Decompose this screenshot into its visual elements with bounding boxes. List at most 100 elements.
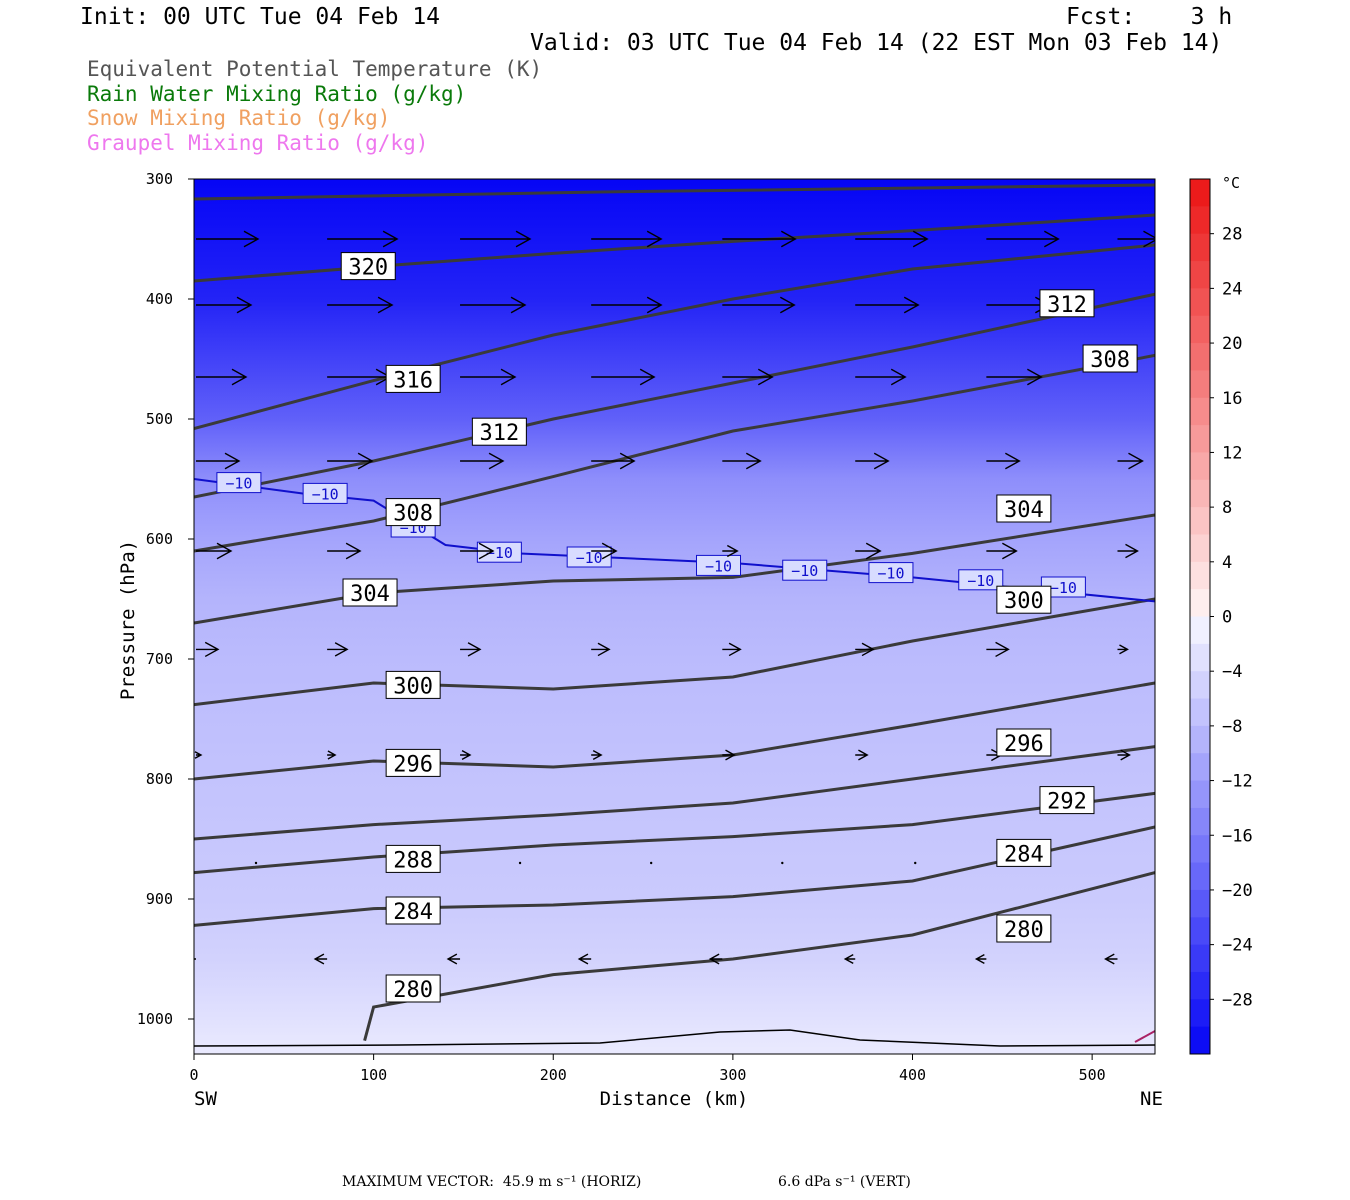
x-axis-label: Distance (km)	[600, 1088, 749, 1110]
colorbar-tick-label: −16	[1222, 826, 1253, 846]
y-tick-label: 600	[146, 530, 173, 548]
wind-vector	[843, 953, 856, 965]
contour-label-box	[996, 914, 1052, 943]
wind-vector	[327, 296, 394, 314]
colorbar-tick-label: −28	[1222, 990, 1253, 1010]
contour-label-box	[1039, 289, 1095, 318]
colorbar-cell	[1190, 261, 1210, 289]
colorbar-cell	[1190, 589, 1210, 617]
isotherm-label: −10	[486, 544, 513, 562]
contour-label-box	[471, 417, 527, 446]
wind-vector	[591, 642, 611, 657]
contour-label-box	[996, 838, 1052, 867]
contour-label: 312	[479, 421, 519, 446]
colorbar-cell	[1190, 725, 1210, 754]
wind-vector	[460, 296, 527, 314]
isotherm-label: −10	[1050, 579, 1077, 597]
contour-label: 292	[1047, 790, 1087, 815]
colorbar-cell	[1190, 944, 1210, 973]
wind-vector	[591, 452, 636, 470]
wind-vector	[974, 953, 987, 965]
colorbar-cell	[1190, 807, 1210, 836]
field-label-rain: Rain Water Mixing Ratio (g/kg)	[87, 82, 467, 106]
wind-vector	[722, 230, 797, 248]
wind-vector	[591, 749, 603, 761]
y-tick-label: 700	[146, 650, 173, 668]
theta-e-contour-288	[194, 791, 1155, 875]
max-vector-label: MAXIMUM VECTOR:	[342, 1174, 494, 1190]
wind-vector	[196, 641, 220, 658]
contour-label: 284	[1004, 842, 1044, 867]
colorbar-cell	[1190, 698, 1210, 727]
y-tick-label: 400	[146, 290, 173, 308]
wind-vector	[460, 542, 495, 560]
contour-label: 316	[393, 368, 433, 393]
graupel-mark	[1134, 1030, 1155, 1043]
isotherm-label-box	[566, 546, 612, 568]
isotherm-label-box	[868, 562, 914, 584]
contour-label: 304	[350, 582, 390, 607]
wind-vector	[855, 749, 869, 761]
isotherm-label: −10	[705, 557, 732, 575]
wind-vector	[591, 296, 663, 314]
colorbar-tick-label: −24	[1222, 936, 1253, 956]
wind-vector	[855, 296, 920, 314]
theta-e-contour-280	[363, 871, 1155, 1041]
contour-label-box	[996, 728, 1052, 757]
contour-label: 288	[393, 848, 433, 873]
wind-vector	[1117, 452, 1144, 470]
y-tick-label: 500	[146, 410, 173, 428]
contour-label: 296	[393, 752, 433, 777]
y-tick-label: 1000	[137, 1010, 173, 1028]
isotherm-label-box	[216, 472, 262, 494]
wind-vector	[196, 296, 253, 314]
max-vector-horiz-value: 45.9 m s⁻¹ (HORIZ)	[502, 1174, 642, 1190]
plot-area: −10−10−10−10 −10 −10 −10 −10 −10 −10 320312308…	[194, 179, 1178, 1054]
wind-vector	[313, 953, 328, 965]
wind-vector	[781, 861, 784, 865]
colorbar-cell	[1190, 862, 1210, 891]
theta-e-contour-316	[194, 243, 1155, 431]
wind-vector	[254, 861, 258, 865]
wind-vector	[460, 368, 517, 386]
init-time-label: Init: 00 UTC Tue 04 Feb 14	[80, 4, 441, 30]
wind-vector	[1117, 749, 1131, 761]
colorbar-cell	[1190, 206, 1210, 235]
wind-vector	[722, 368, 774, 386]
y-axis-label: Pressure (hPa)	[117, 540, 139, 700]
wind-vectors	[194, 230, 1178, 965]
field-label-theta-e: Equivalent Potential Temperature (K)	[87, 57, 543, 81]
colorbar-cell	[1190, 971, 1210, 1000]
contour-label-box	[385, 974, 441, 1003]
colorbar-cell	[1190, 999, 1210, 1028]
theta-e-contours	[194, 183, 1155, 1041]
x-tick-label: 0	[189, 1066, 198, 1084]
contour-label-box	[996, 585, 1052, 614]
colorbar-cell	[1190, 643, 1210, 672]
colorbar-cell	[1190, 397, 1210, 426]
contour-label-box	[385, 896, 441, 925]
contour-label-box	[340, 252, 396, 281]
colorbar-cell	[1190, 425, 1210, 453]
colorbar: °C 28 24 20 16 12 8 4 0 −4 −8 −12 −16 −20 −24 −28	[1189, 174, 1253, 1055]
wind-vector	[196, 230, 260, 248]
wind-vector	[1176, 376, 1178, 378]
contour-label-box	[1082, 344, 1138, 373]
colorbar-tick-label: 24	[1222, 279, 1242, 299]
colorbar-tick-label: 16	[1222, 389, 1242, 409]
x-tick-label: 500	[1079, 1066, 1106, 1084]
theta-e-contour-292	[194, 745, 1155, 841]
wind-vector	[327, 542, 362, 560]
wind-vector	[196, 452, 241, 470]
contour-label-box	[385, 364, 441, 393]
wind-vector	[194, 751, 203, 759]
colorbar-cell	[1190, 534, 1210, 563]
theta-e-contour-308	[194, 353, 1155, 553]
colorbar-tick-label: −8	[1222, 717, 1242, 737]
colorbar-cell	[1190, 452, 1210, 481]
contour-label-box	[1039, 786, 1095, 815]
colorbar-tick-label: 8	[1222, 498, 1232, 518]
isotherm-label-box	[476, 541, 522, 563]
y-tick-label: 800	[146, 770, 173, 788]
wind-vector	[855, 230, 929, 248]
